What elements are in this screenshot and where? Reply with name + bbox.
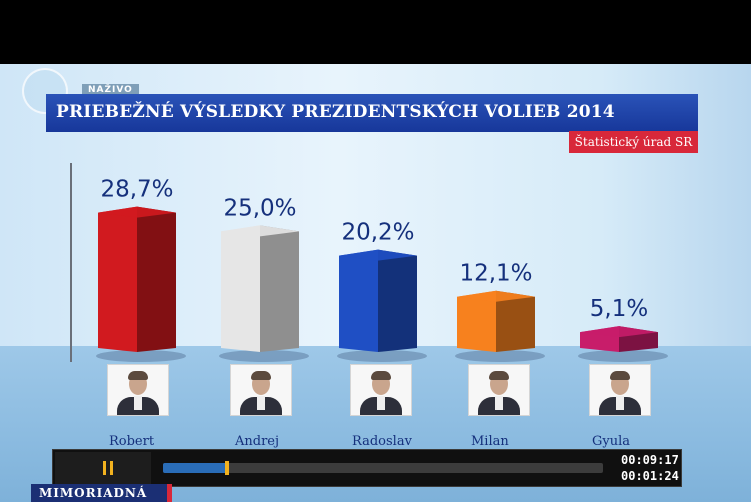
chart-title: PRIEBEŽNÉ VÝSLEDKY PREZIDENTSKÝCH VOLIEB…: [56, 102, 615, 122]
pause-icon-bar: [110, 461, 113, 475]
bar-milan: [457, 290, 496, 352]
candidate-name: Radoslav: [352, 434, 412, 449]
pause-icon: [103, 461, 106, 475]
bar-side: [496, 290, 535, 352]
candidate-name: Andrej: [235, 434, 280, 449]
candidate-photo-radoslav: [350, 364, 412, 416]
candidate-photo-robert: [107, 364, 169, 416]
ticker-label: MIMORIADNÁ: [31, 484, 172, 502]
bar-shadow: [455, 350, 545, 362]
candidate-name: Milan: [471, 434, 509, 449]
value-label: 25,0%: [223, 195, 296, 221]
bar-robert: [98, 206, 137, 352]
value-label: 20,2%: [341, 220, 414, 246]
value-label: 28,7%: [100, 177, 173, 203]
bar-andrej: [221, 225, 260, 352]
elapsed-time: 00:09:17: [621, 453, 679, 467]
bar-top: [580, 326, 658, 338]
bar-shadow: [578, 350, 668, 362]
title-bar: PRIEBEŽNÉ VÝSLEDKY PREZIDENTSKÝCH VOLIEB…: [46, 94, 698, 132]
candidate-name: Gyula: [592, 434, 631, 449]
live-label: NAŽIVO: [82, 84, 139, 96]
candidate-photo-milan: [468, 364, 530, 416]
bar-radoslav: [339, 249, 378, 352]
bars-group: 28,7% 25,0% 20,2% 12,1% 5,1%: [96, 177, 668, 362]
source-badge: Štatistický úrad SR: [569, 131, 698, 153]
value-label: 5,1%: [590, 296, 648, 322]
bar-shadow: [337, 350, 427, 362]
bar-top: [339, 249, 417, 261]
bar-shadow: [219, 350, 309, 362]
seek-progress: [163, 463, 227, 473]
value-label: 12,1%: [459, 261, 532, 287]
bar-top: [98, 206, 176, 218]
pause-button[interactable]: [55, 452, 151, 484]
candidate-photo-andrej: [230, 364, 292, 416]
ticker-text: MIMORIADNÁ: [39, 486, 148, 500]
candidate-name: Robert: [109, 434, 155, 449]
bar-top: [457, 290, 535, 302]
bar-side: [137, 206, 176, 352]
bar-side: [378, 249, 417, 352]
remaining-time: 00:01:24: [621, 469, 679, 483]
bar-top: [221, 225, 299, 237]
bar-shadow: [96, 350, 186, 362]
candidate-photo-gyula: [589, 364, 651, 416]
seek-handle[interactable]: [224, 461, 229, 475]
bar-side: [260, 225, 299, 352]
video-player-bar: 00:09:17 00:01:24: [52, 449, 682, 487]
seek-bar[interactable]: [163, 461, 603, 475]
